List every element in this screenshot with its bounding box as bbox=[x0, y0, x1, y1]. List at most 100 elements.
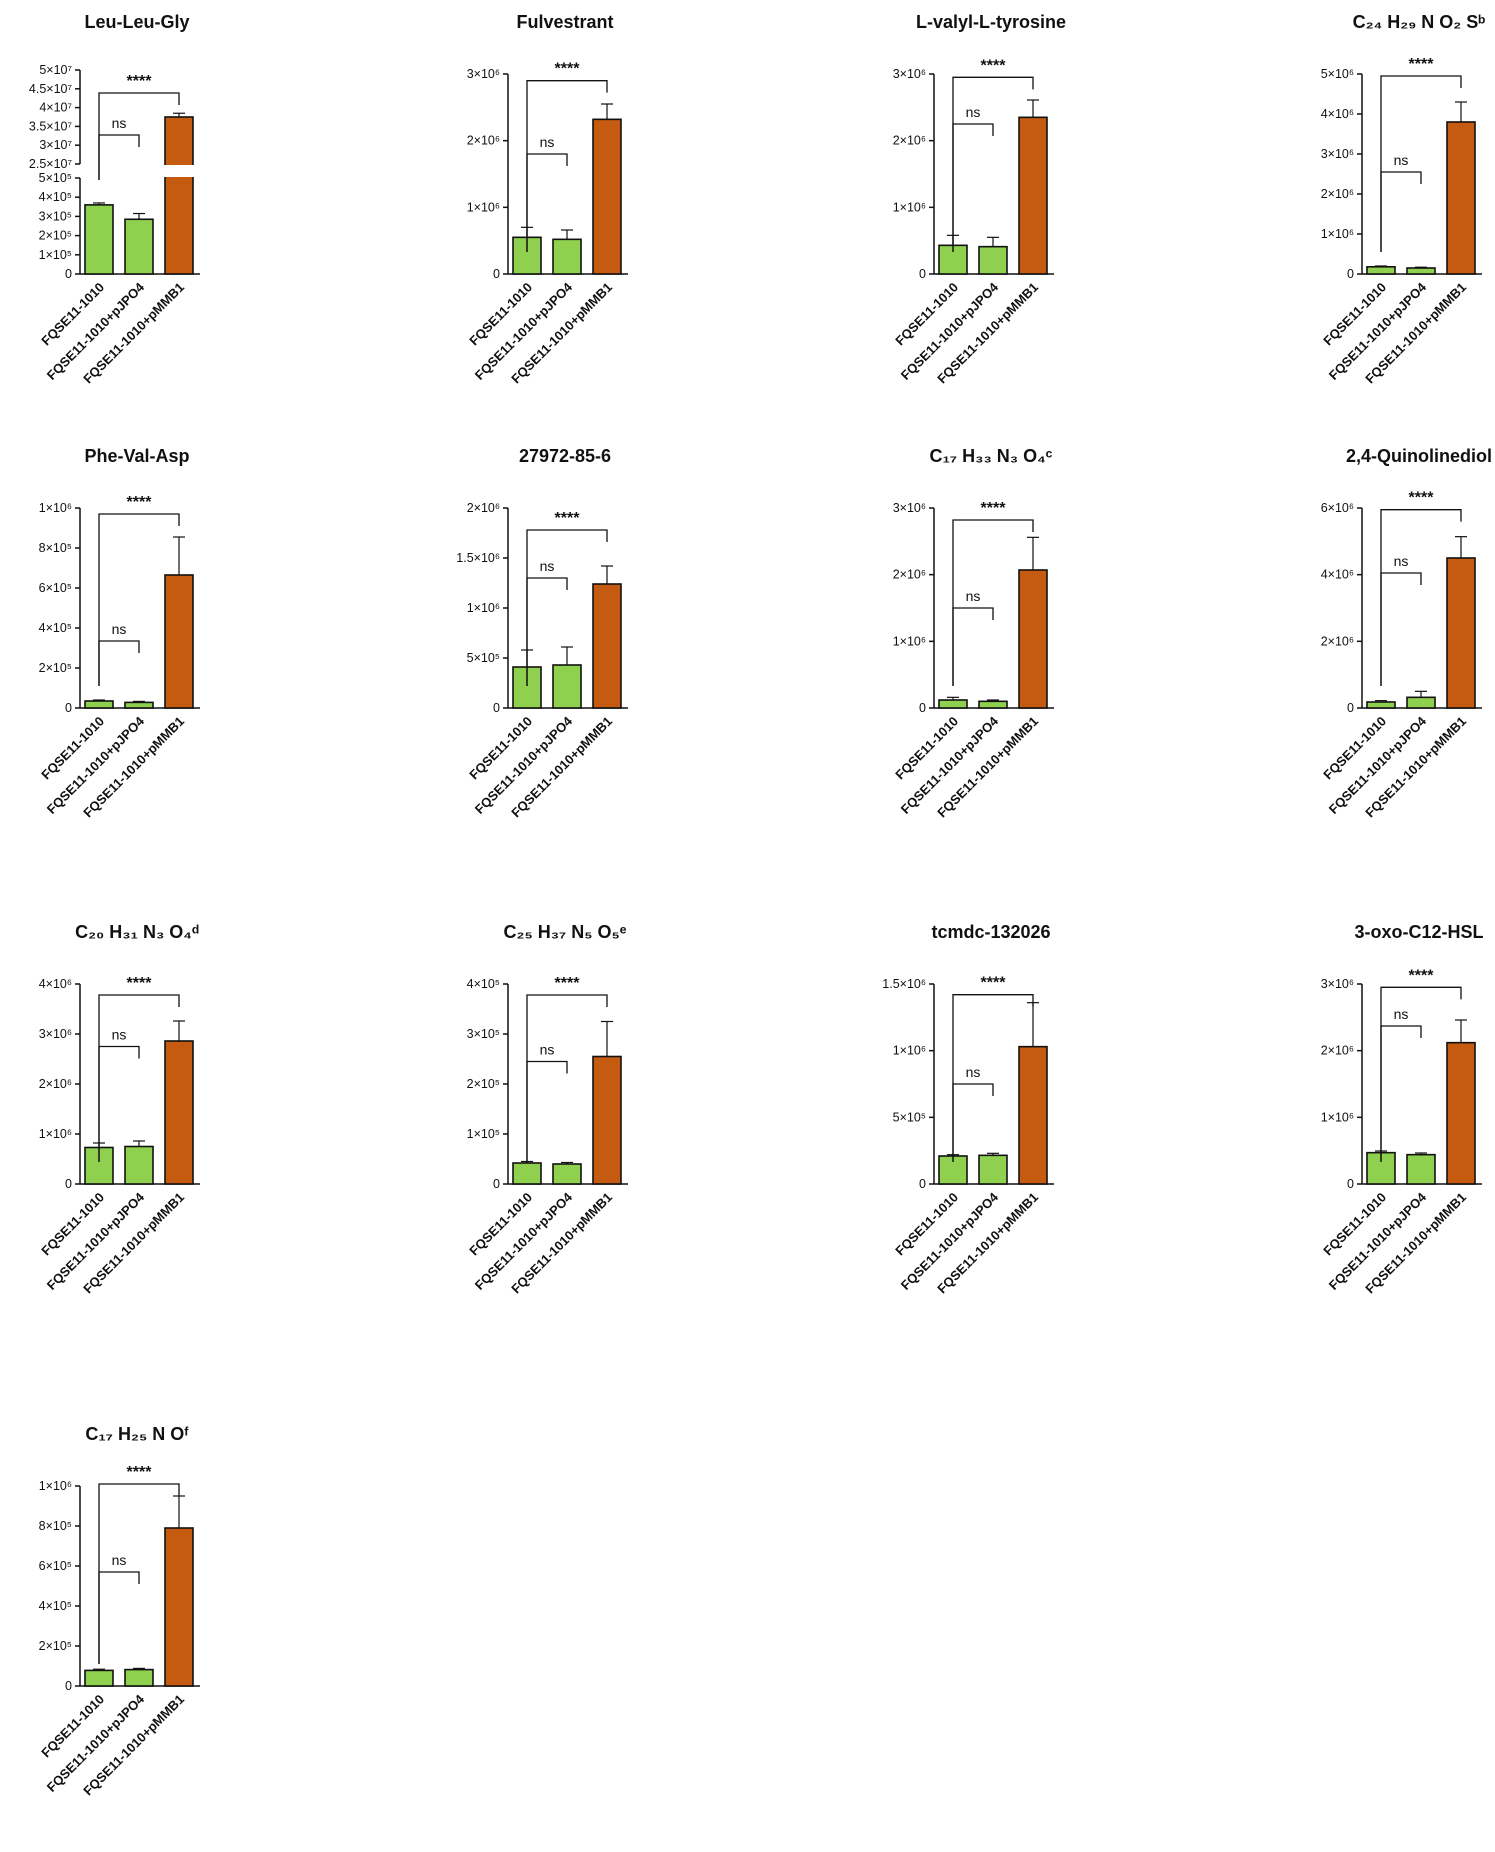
bar-3 bbox=[164, 1527, 194, 1687]
y-tick-label-5: 8×10⁵ bbox=[39, 541, 72, 555]
significance-label-2: **** bbox=[1409, 967, 1435, 984]
significance-bracket-2 bbox=[98, 994, 180, 1162]
significance-label-2: **** bbox=[1409, 490, 1435, 507]
bar-2 bbox=[124, 1668, 154, 1687]
y-tick-label-1: 0 bbox=[65, 701, 72, 715]
chart-title: C₂₄ H₂₉ N O₂ Sᵇ bbox=[1353, 12, 1486, 32]
bar-2 bbox=[552, 664, 582, 709]
chart-svg-11: tcmdc-13202605×10⁵1×10⁶1.5×10⁶ns****FQSE… bbox=[882, 922, 1054, 1296]
chart-panel-10: C₂₅ H₃₇ N₅ O₅ᵉ 0 1×10⁵ 2×10⁵ 3×10⁵ 4×10⁵ ns ***… bbox=[428, 910, 788, 1350]
chart-panel-8: 2,4-Quinolinediol 0 2×10⁶ 4×10⁶ 6×10⁶ ns **** F… bbox=[1282, 434, 1495, 874]
y-tick-label-upper-4: 4×10⁷ bbox=[39, 101, 72, 115]
bar-2 bbox=[978, 1154, 1008, 1185]
bar-2 bbox=[1406, 267, 1436, 275]
chart-svg-4: C₂₄ H₂₉ N O₂ Sᵇ 0 1×10⁶ 2×10⁶ 3×10⁶ 4×10⁶ 5×10… bbox=[1320, 12, 1486, 386]
chart-svg-8: 2,4-Quinolinediol02×10⁶4×10⁶6×10⁶ns****F… bbox=[1320, 446, 1492, 820]
bar-3 bbox=[1018, 569, 1048, 709]
y-tick-label-5: 4×10⁶ bbox=[1321, 107, 1354, 121]
significance-bracket-2 bbox=[1380, 986, 1462, 1162]
significance-label-1: ns bbox=[540, 1042, 555, 1058]
y-tick-label-5: 8×10⁵ bbox=[39, 1519, 72, 1533]
bar-2 bbox=[1406, 1153, 1436, 1185]
significance-label-1: ns bbox=[1394, 1006, 1409, 1022]
y-tick-label-4: 1.5×10⁶ bbox=[882, 977, 926, 991]
significance-label-1: ns bbox=[966, 588, 981, 604]
y-tick-label-1: 0 bbox=[493, 267, 500, 281]
chart-panel-4: C₂₄ H₂₉ N O₂ Sᵇ 0 1×10⁶ 2×10⁶ 3×10⁶ 4×10⁶ 5×10… bbox=[1282, 0, 1495, 440]
y-tick-label-2: 1×10⁶ bbox=[1321, 1110, 1354, 1124]
y-tick-label-4: 3×10⁶ bbox=[1321, 977, 1354, 991]
bar-3 bbox=[1018, 1045, 1048, 1185]
y-tick-label-upper-6: 5×10⁷ bbox=[39, 63, 72, 77]
y-tick-label-3: 4×10⁶ bbox=[1321, 568, 1354, 582]
y-tick-label-3: 2×10⁶ bbox=[1321, 1044, 1354, 1058]
significance-label-2: **** bbox=[127, 1464, 153, 1481]
significance-bracket-1 bbox=[526, 1060, 568, 1162]
significance-label-1: ns bbox=[966, 1064, 981, 1080]
bar-2 bbox=[124, 701, 154, 709]
significance-label-1: ns bbox=[966, 104, 981, 120]
chart-svg-3: L-valyl-L-tyrosine 0 1×10⁶ 2×10⁶ 3×10⁶ ns ****… bbox=[892, 12, 1066, 386]
significance-bracket-2 bbox=[526, 80, 608, 252]
chart-title: C₂₅ H₃₇ N₅ O₅ᵉ bbox=[503, 922, 626, 942]
chart-title: 2,4-Quinolinediol bbox=[1346, 446, 1492, 466]
significance-label-2: **** bbox=[555, 61, 581, 78]
significance-bracket-1 bbox=[1380, 171, 1422, 252]
significance-bracket-1 bbox=[1380, 572, 1422, 686]
y-tick-label-3: 2×10⁶ bbox=[1321, 187, 1354, 201]
y-tick-label-1: 0 bbox=[1347, 701, 1354, 715]
bar-3 bbox=[592, 1055, 622, 1185]
y-tick-label-6: 5×10⁶ bbox=[1321, 67, 1354, 81]
significance-label-1: ns bbox=[112, 115, 127, 131]
bar-2 bbox=[552, 238, 582, 275]
significance-label-2: **** bbox=[127, 494, 153, 511]
bar-1 bbox=[84, 700, 114, 709]
chart-panel-11: tcmdc-132026 0 5×10⁵ 1×10⁶ 1.5×10⁶ ns **** FQSE… bbox=[854, 910, 1214, 1350]
chart-panel-2: Fulvestrant 0 1×10⁶ 2×10⁶ 3×10⁶ ns **** FQSE11-… bbox=[428, 0, 788, 440]
significance-label-2: **** bbox=[981, 57, 1007, 74]
chart-title: Leu-Leu-Gly bbox=[84, 12, 189, 32]
significance-bracket-1 bbox=[952, 1083, 994, 1162]
chart-panel-1: Leu-Leu-Gly 0 1×10⁵ 2×10⁵ 3×10⁵ 4×10⁵ 5×10⁵ 2.5… bbox=[0, 0, 360, 440]
significance-bracket-2 bbox=[526, 994, 608, 1162]
y-tick-label-5: 4×10⁵ bbox=[467, 977, 500, 991]
significance-label-1: ns bbox=[1394, 152, 1409, 168]
y-tick-label-1: 0 bbox=[1347, 1177, 1354, 1191]
y-tick-label-3: 2×10⁵ bbox=[467, 1077, 500, 1091]
y-tick-label-4: 1.5×10⁶ bbox=[456, 551, 500, 565]
chart-title: Phe-Val-Asp bbox=[84, 446, 189, 466]
significance-label-2: **** bbox=[555, 510, 581, 527]
chart-title: C₁₇ H₂₅ N Oᶠ bbox=[85, 1424, 189, 1444]
y-tick-label-upper-3: 3.5×10⁷ bbox=[29, 119, 73, 133]
bar-1 bbox=[1366, 265, 1396, 275]
chart-panel-7: C₁₇ H₃₃ N₃ O₄ᶜ 0 1×10⁶ 2×10⁶ 3×10⁶ ns **** FQSE… bbox=[854, 434, 1214, 874]
chart-panel-3: L-valyl-L-tyrosine 0 1×10⁶ 2×10⁶ 3×10⁶ ns ****… bbox=[854, 0, 1214, 440]
significance-bracket-2 bbox=[952, 519, 1034, 686]
bar-2 bbox=[552, 1163, 582, 1185]
bar-3 bbox=[1446, 557, 1476, 709]
chart-svg-13: C₁₇ H₂₅ N Oᶠ 0 2×10⁵ 4×10⁵ 6×10⁵ 8×10⁵ 1×10⁶ ns… bbox=[38, 1424, 200, 1798]
bar-3 bbox=[592, 583, 622, 709]
y-tick-label-3: 4×10⁵ bbox=[39, 1599, 72, 1613]
y-tick-label-4: 3×10⁶ bbox=[893, 501, 926, 515]
chart-svg-9: C₂₀ H₃₁ N₃ O₄ᵈ 0 1×10⁶ 2×10⁶ 3×10⁶ 4×10⁶ ns ***… bbox=[38, 922, 200, 1296]
significance-bracket-2 bbox=[98, 513, 180, 686]
chart-title: tcmdc-132026 bbox=[931, 922, 1050, 942]
y-tick-label-2: 1×10⁶ bbox=[1321, 227, 1354, 241]
y-tick-label-6: 1×10⁶ bbox=[39, 501, 72, 515]
y-tick-label-lower-1: 0 bbox=[65, 267, 72, 281]
chart-svg-7: C₁₇ H₃₃ N₃ O₄ᶜ01×10⁶2×10⁶3×10⁶ns****FQSE… bbox=[892, 446, 1054, 820]
bar-2 bbox=[124, 1145, 154, 1185]
chart-title: C₁₇ H₃₃ N₃ O₄ᶜ bbox=[929, 446, 1052, 466]
y-tick-label-1: 0 bbox=[1347, 267, 1354, 281]
bar-2 bbox=[978, 700, 1008, 709]
y-tick-label-3: 2×10⁶ bbox=[467, 134, 500, 148]
significance-bracket-2 bbox=[1380, 509, 1462, 686]
bar-1 bbox=[938, 699, 968, 709]
y-tick-label-4: 6×10⁶ bbox=[1321, 501, 1354, 515]
y-tick-label-2: 2×10⁶ bbox=[1321, 634, 1354, 648]
bar-3 bbox=[1446, 1041, 1476, 1185]
significance-bracket-1 bbox=[98, 1045, 140, 1162]
y-tick-label-3: 2×10⁶ bbox=[893, 134, 926, 148]
